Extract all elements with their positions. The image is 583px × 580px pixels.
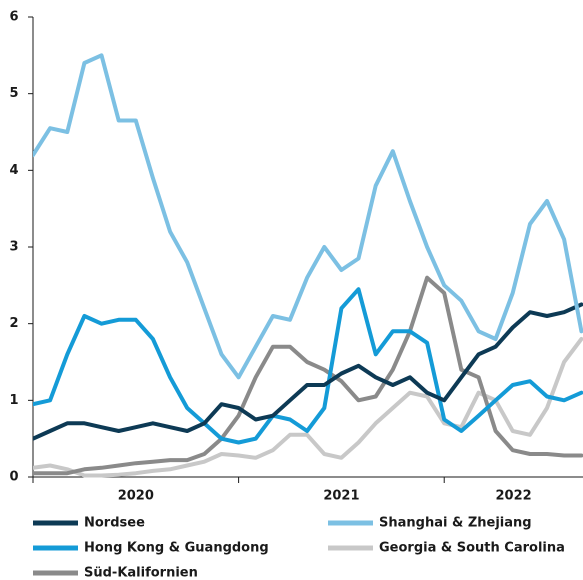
series-line (33, 53, 583, 380)
series-line (33, 287, 583, 445)
legend-label: Shanghai & Zhejiang (379, 516, 532, 531)
legend-label: Hong Kong & Guangdong (84, 541, 269, 556)
y-tick-label: 3 (9, 240, 18, 255)
plot-area (33, 53, 583, 478)
series-line (33, 337, 583, 478)
y-tick-label: 6 (9, 10, 18, 25)
series-line (33, 275, 583, 476)
y-tick-label: 2 (9, 316, 18, 331)
x-tick-label: 2021 (323, 489, 359, 504)
legend-label: Nordsee (84, 516, 145, 531)
x-tick-label: 2020 (118, 489, 154, 504)
x-tick-label: 2022 (496, 489, 532, 504)
legend-label: Georgia & South Carolina (379, 541, 565, 556)
legend-label: Süd-Kalifornien (84, 566, 198, 580)
y-tick-label: 0 (9, 470, 18, 485)
series-line (33, 302, 583, 441)
y-tick-label: 4 (9, 163, 18, 178)
y-tick-label: 1 (9, 393, 18, 408)
y-tick-label: 5 (9, 86, 18, 101)
